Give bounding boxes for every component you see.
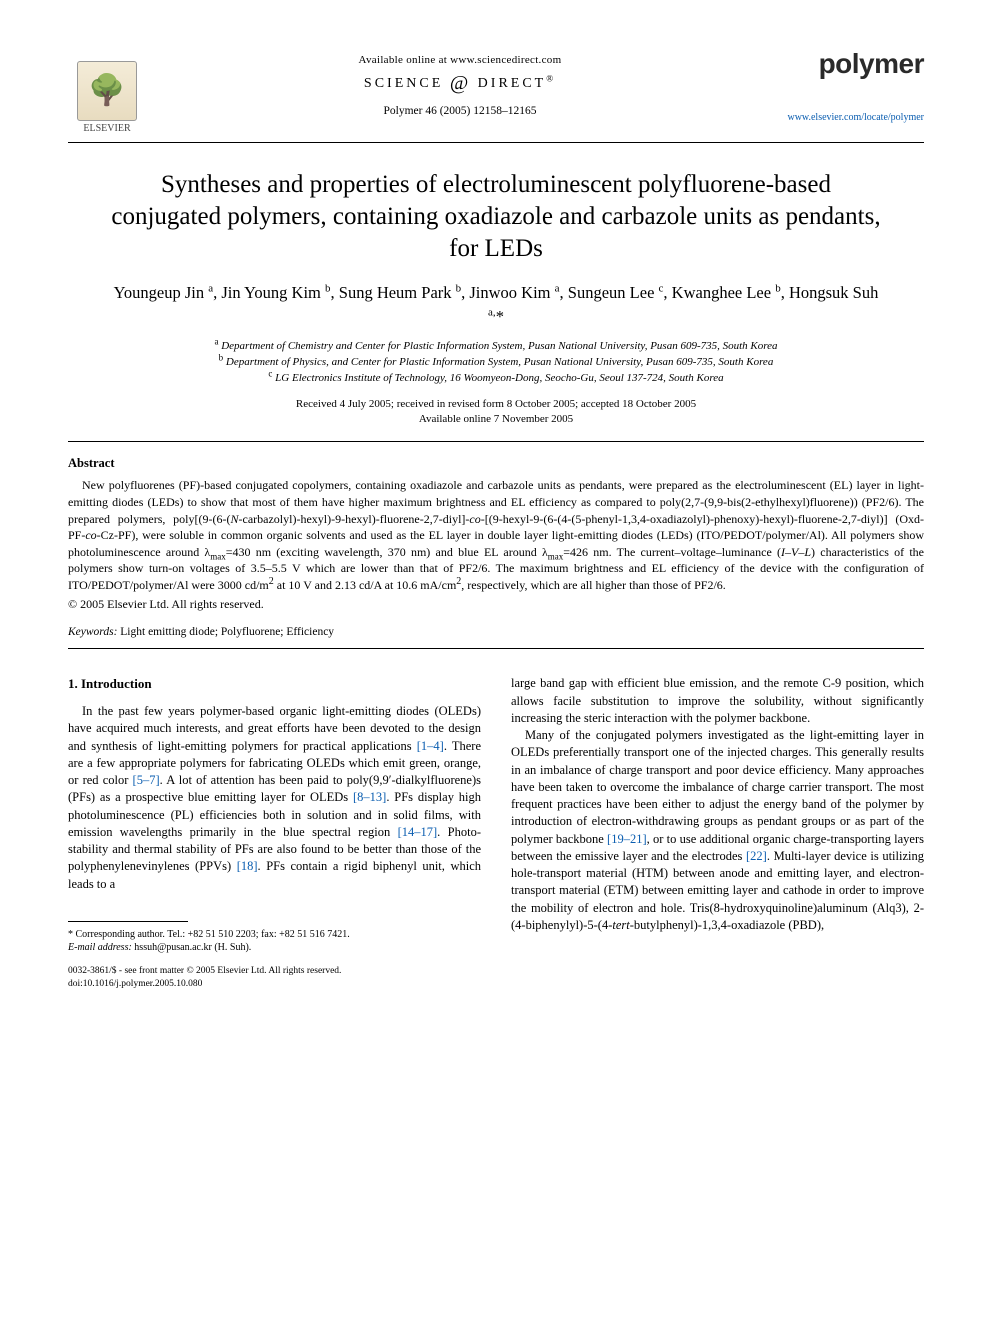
- keywords-text: Light emitting diode; Polyfluorene; Effi…: [117, 626, 334, 638]
- article-title: Syntheses and properties of electrolumin…: [108, 169, 884, 265]
- abstract-bottom-rule: [68, 648, 924, 649]
- affiliation-c: c LG Electronics Institute of Technology…: [98, 371, 894, 387]
- journal-brand-column: polymer www.elsevier.com/locate/polymer: [774, 48, 924, 123]
- affiliation-a: a Department of Chemistry and Center for…: [98, 339, 894, 355]
- intro-paragraph-1: In the past few years polymer-based orga…: [68, 703, 481, 893]
- journal-reference: Polymer 46 (2005) 12158–12165: [146, 105, 774, 117]
- sciencedirect-logo: SCIENCE @ DIRECT®: [146, 72, 774, 95]
- elsevier-tree-icon: [77, 61, 137, 121]
- article-dates: Received 4 July 2005; received in revise…: [68, 397, 924, 428]
- email-label: E-mail address:: [68, 942, 132, 953]
- publisher-logo: ELSEVIER: [68, 48, 146, 134]
- abstract-body: New polyfluorenes (PF)-based conjugated …: [68, 477, 924, 593]
- author-list: Youngeup Jin a, Jin Young Kim b, Sung He…: [108, 281, 884, 329]
- dates-received: Received 4 July 2005; received in revise…: [68, 397, 924, 412]
- page-header: ELSEVIER Available online at www.science…: [68, 48, 924, 134]
- corresponding-author: * Corresponding author. Tel.: +82 51 510…: [68, 928, 481, 942]
- abstract-paragraph: New polyfluorenes (PF)-based conjugated …: [68, 477, 924, 593]
- affiliation-b: b Department of Physics, and Center for …: [98, 355, 894, 371]
- at-icon: @: [450, 72, 471, 94]
- footnotes: * Corresponding author. Tel.: +82 51 510…: [68, 928, 481, 955]
- footnote-rule: [68, 921, 188, 922]
- abstract-top-rule: [68, 441, 924, 442]
- available-online-text: Available online at www.sciencedirect.co…: [146, 54, 774, 66]
- email-value: hssuh@pusan.ac.kr (H. Suh).: [132, 942, 251, 953]
- column-right: large band gap with efficient blue emiss…: [511, 675, 924, 990]
- intro-paragraph-1-cont: large band gap with efficient blue emiss…: [511, 675, 924, 727]
- dates-online: Available online 7 November 2005: [68, 412, 924, 427]
- journal-homepage-link[interactable]: www.elsevier.com/locate/polymer: [774, 112, 924, 123]
- body-columns: 1. Introduction In the past few years po…: [68, 675, 924, 990]
- corresponding-email: E-mail address: hssuh@pusan.ac.kr (H. Su…: [68, 941, 481, 955]
- sd-prefix: SCIENCE: [364, 76, 443, 91]
- journal-brand-name: polymer: [774, 48, 924, 80]
- publisher-name: ELSEVIER: [83, 123, 130, 134]
- footer-meta: 0032-3861/$ - see front matter © 2005 El…: [68, 965, 481, 991]
- intro-paragraph-2: Many of the conjugated polymers investig…: [511, 727, 924, 934]
- center-header: Available online at www.sciencedirect.co…: [146, 48, 774, 117]
- header-rule: [68, 142, 924, 143]
- sd-suffix: DIRECT: [478, 76, 547, 91]
- abstract-copyright: © 2005 Elsevier Ltd. All rights reserved…: [68, 597, 924, 612]
- abstract-heading: Abstract: [68, 456, 924, 471]
- keywords-line: Keywords: Light emitting diode; Polyfluo…: [68, 626, 924, 638]
- issn-line: 0032-3861/$ - see front matter © 2005 El…: [68, 965, 481, 978]
- keywords-label: Keywords:: [68, 626, 117, 638]
- affiliations: a Department of Chemistry and Center for…: [98, 339, 894, 387]
- doi-line: doi:10.1016/j.polymer.2005.10.080: [68, 978, 481, 991]
- column-left: 1. Introduction In the past few years po…: [68, 675, 481, 990]
- section-heading-introduction: 1. Introduction: [68, 675, 481, 693]
